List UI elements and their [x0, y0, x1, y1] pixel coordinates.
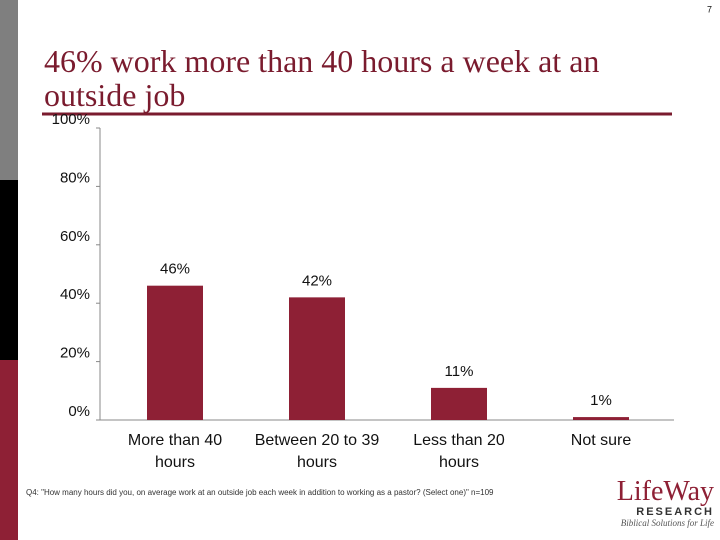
bar [147, 285, 203, 420]
side-strip [0, 360, 18, 540]
y-tick-label: 60% [60, 228, 90, 245]
x-tick-label: Between 20 to 39 hours [254, 432, 380, 471]
x-tick-label: Less than 20 hours [413, 432, 505, 471]
side-strip [0, 180, 18, 360]
logo-tagline: Biblical Solutions for Life [620, 518, 714, 528]
y-tick-label: 80% [60, 169, 90, 186]
bar [431, 387, 487, 420]
page-number: 7 [707, 4, 712, 14]
y-tick-label: 20% [60, 345, 90, 362]
logo-name: LifeWay [616, 476, 714, 507]
y-tick-label: 40% [60, 286, 90, 303]
bar [573, 417, 629, 420]
x-tick-label: More than 40 hours [127, 432, 223, 471]
data-label: 42% [302, 272, 332, 289]
chart-title: 46% work more than 40 hours a week at an… [44, 43, 600, 113]
data-label: 46% [160, 261, 190, 278]
logo: LifeWay RESEARCH Biblical Solutions for … [578, 476, 714, 529]
y-tick-label: 0% [68, 403, 90, 420]
bar [289, 297, 345, 420]
data-label: 11% [445, 363, 474, 380]
side-strip [0, 0, 18, 180]
footnote: Q4: "How many hours did you, on average … [26, 488, 494, 497]
x-tick-label: Not sure [570, 432, 632, 449]
y-tick-label: 100% [52, 111, 90, 128]
data-label: 1% [590, 392, 612, 409]
logo-sub: RESEARCH [636, 506, 714, 518]
